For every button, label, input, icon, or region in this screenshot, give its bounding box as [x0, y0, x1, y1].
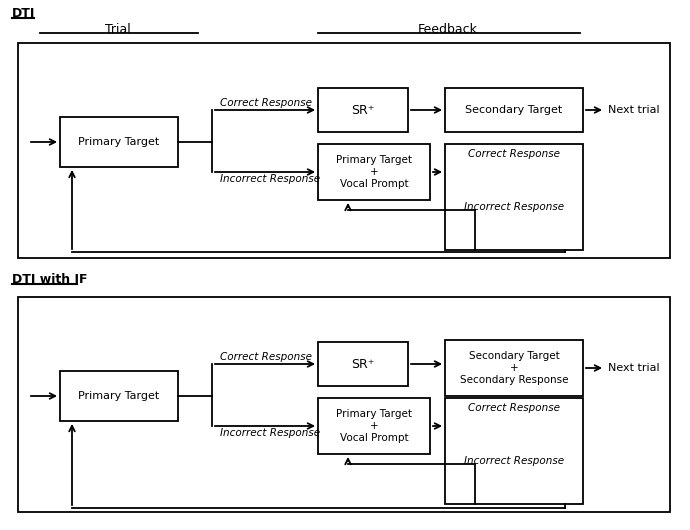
Bar — [318, 88, 408, 132]
Text: SR⁺: SR⁺ — [351, 358, 375, 370]
Text: SR⁺: SR⁺ — [351, 103, 375, 117]
Bar — [18, 297, 670, 512]
Text: Incorrect Response: Incorrect Response — [464, 456, 564, 466]
Text: Next trial: Next trial — [608, 363, 660, 373]
Text: DTI: DTI — [12, 7, 35, 20]
Text: Feedback: Feedback — [418, 23, 478, 36]
Text: Primary Target: Primary Target — [79, 391, 159, 401]
Bar — [318, 144, 430, 200]
Bar — [60, 371, 178, 421]
Text: Correct Response: Correct Response — [220, 352, 312, 362]
Bar — [318, 398, 430, 454]
Text: Secondary Target: Secondary Target — [465, 105, 562, 115]
Text: Incorrect Response: Incorrect Response — [220, 428, 320, 438]
Text: Trial: Trial — [105, 23, 131, 36]
Text: Next trial: Next trial — [608, 105, 660, 115]
Bar — [445, 398, 583, 504]
Text: Correct Response: Correct Response — [468, 403, 560, 413]
Text: Primary Target
+
Vocal Prompt: Primary Target + Vocal Prompt — [336, 155, 412, 189]
Text: Correct Response: Correct Response — [468, 149, 560, 159]
Bar — [18, 43, 670, 258]
Text: Primary Target: Primary Target — [79, 137, 159, 147]
Bar — [445, 88, 583, 132]
Text: Secondary Target
+
Secondary Response: Secondary Target + Secondary Response — [460, 351, 569, 385]
Text: Correct Response: Correct Response — [220, 98, 312, 108]
Text: Incorrect Response: Incorrect Response — [464, 202, 564, 212]
Bar — [318, 342, 408, 386]
Text: DTI with IF: DTI with IF — [12, 273, 88, 286]
Bar — [445, 144, 583, 250]
Bar — [60, 117, 178, 167]
Bar — [445, 340, 583, 396]
Text: Incorrect Response: Incorrect Response — [220, 174, 320, 184]
Text: Primary Target
+
Vocal Prompt: Primary Target + Vocal Prompt — [336, 409, 412, 443]
